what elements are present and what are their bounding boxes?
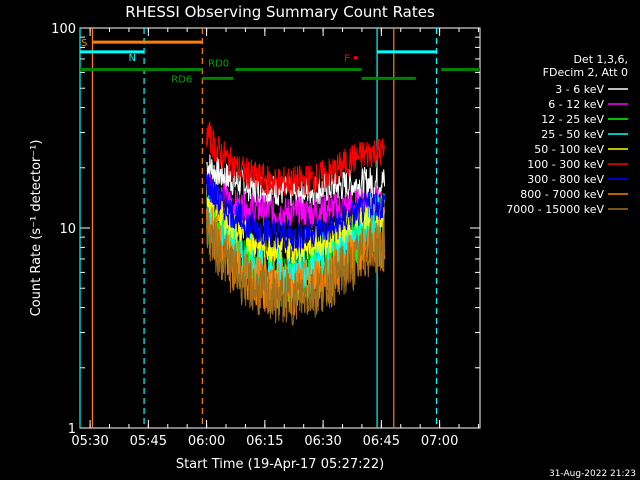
y-axis-label: Count Rate (s⁻¹ detector⁻¹) xyxy=(29,140,44,317)
label-rd0: RD0 xyxy=(208,59,229,70)
x-tick-label: 07:00 xyxy=(421,434,458,449)
legend-label: 50 - 100 keV xyxy=(534,143,604,156)
series-line xyxy=(206,121,386,197)
series-line xyxy=(206,173,386,252)
x-axis-label: Start Time (19-Apr-17 05:27:22) xyxy=(176,457,384,472)
footer-date: 31-Aug-2022 21:23 xyxy=(549,469,636,479)
y-tick-label: 100 xyxy=(51,22,76,37)
chart-title: RHESSI Observing Summary Count Rates xyxy=(125,3,435,21)
x-tick-label: 05:30 xyxy=(71,434,108,449)
x-tick-label: 06:15 xyxy=(246,434,283,449)
x-tick-label: 05:45 xyxy=(130,434,167,449)
legend-label: 800 - 7000 keV xyxy=(520,188,604,201)
label-flare: F xyxy=(344,54,350,65)
legend-label: 7000 - 15000 keV xyxy=(506,203,604,216)
legend-label: 3 - 6 keV xyxy=(555,83,604,96)
x-tick-label: 06:30 xyxy=(304,434,341,449)
legend-header: Det 1,3,6, xyxy=(573,53,628,66)
legend: Det 1,3,6,FDecim 2, Att 0 3 - 6 keV 6 - 12… xyxy=(506,53,628,216)
legend-header: FDecim 2, Att 0 xyxy=(543,66,628,79)
x-tick-label: 06:00 xyxy=(188,434,225,449)
legend-label: 25 - 50 keV xyxy=(541,128,604,141)
series-line xyxy=(206,207,386,327)
legend-label: 100 - 300 keV xyxy=(527,158,604,171)
label-night: N xyxy=(129,53,136,64)
label-rd6: RD6 xyxy=(171,74,192,85)
legend-label: 300 - 800 keV xyxy=(527,173,604,186)
label-saa: S xyxy=(81,38,87,49)
legend-label: 12 - 25 keV xyxy=(541,113,604,126)
legend-label: 6 - 12 keV xyxy=(548,98,604,111)
y-tick-label: 1 xyxy=(68,422,76,437)
plot-area: 05:30 05:45 06:00 06:15 06:30 06:45 07:00 1 10 10… xyxy=(51,22,481,449)
y-tick-label: 10 xyxy=(59,222,76,237)
x-tick-label: 06:45 xyxy=(363,434,400,449)
